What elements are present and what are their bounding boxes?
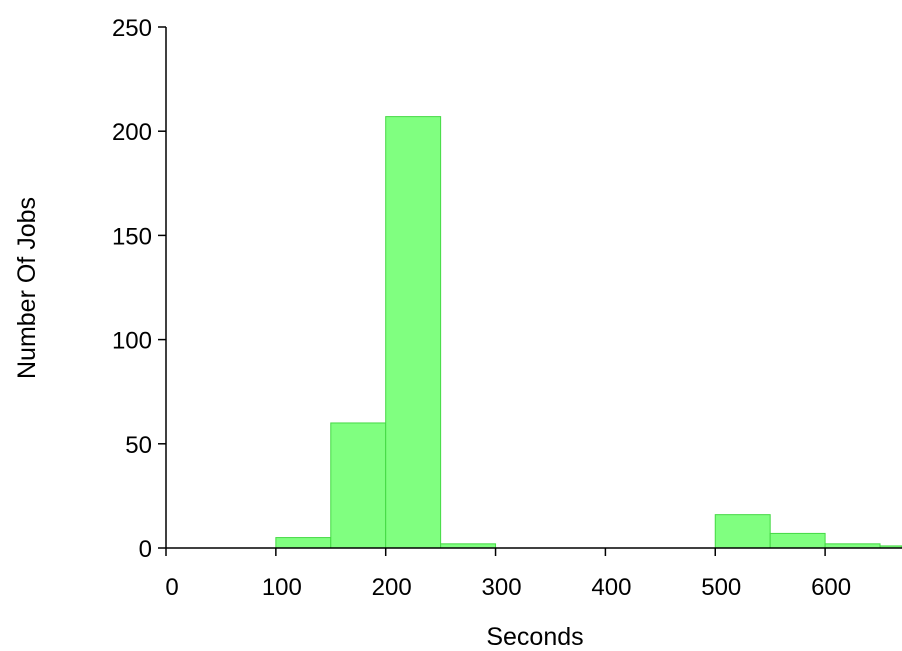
y-tick-label: 50 <box>125 432 152 459</box>
x-axis-label: Seconds <box>486 623 583 651</box>
histogram-bar-500-550 <box>714 514 771 549</box>
x-tick-label: 200 <box>372 574 412 601</box>
y-tick-label: 0 <box>139 536 152 563</box>
x-tick-label: 400 <box>591 574 631 601</box>
y-tick-label: 150 <box>112 223 152 250</box>
histogram-bar-200-250 <box>385 116 442 549</box>
histogram-bar-550-600 <box>769 532 826 549</box>
histogram-bar-100-150 <box>275 537 332 549</box>
y-ticks: 0 50 100 150 200 250 <box>112 15 166 563</box>
x-tick-label: 0 <box>165 574 178 601</box>
y-tick-label: 200 <box>112 119 152 146</box>
bars-group <box>275 116 902 549</box>
y-tick-label: 100 <box>112 328 152 355</box>
y-tick-label: 250 <box>112 15 152 42</box>
histogram-bar-150-200 <box>330 422 387 549</box>
y-axis-label: Number Of Jobs <box>13 197 41 379</box>
x-tick-label: 300 <box>482 574 522 601</box>
x-ticks: 0 100 200 300 400 500 600 <box>165 548 851 601</box>
x-tick-label: 500 <box>701 574 741 601</box>
axes-group <box>165 27 902 549</box>
x-tick-label: 600 <box>811 574 851 601</box>
x-tick-label: 100 <box>262 574 302 601</box>
